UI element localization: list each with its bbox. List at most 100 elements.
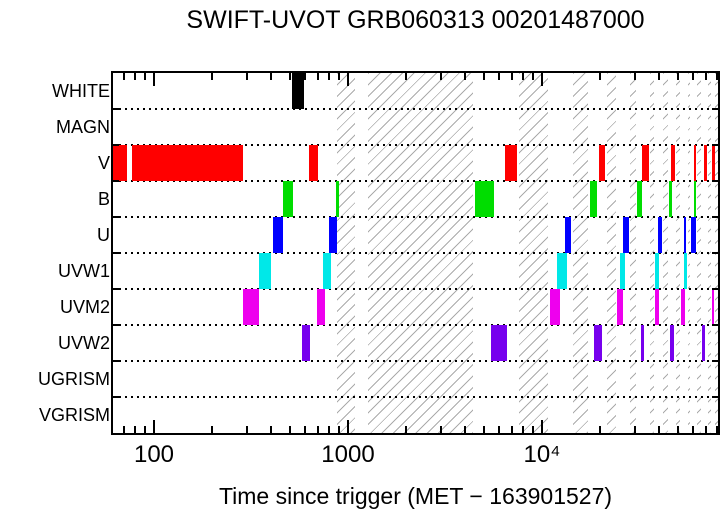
exposure-bar-v — [113, 145, 128, 181]
exposure-bar-uvw1 — [259, 253, 271, 289]
x-tick — [211, 73, 214, 80]
y-edge-tick — [113, 180, 119, 182]
y-edge-tick — [113, 216, 119, 218]
exposure-bar-u — [684, 217, 686, 253]
exposure-bar-uvm2 — [681, 289, 685, 325]
exposure-bar-b — [475, 181, 494, 217]
exposure-bar-uvw2 — [640, 325, 644, 361]
x-tick — [676, 73, 679, 80]
x-tick — [245, 426, 248, 433]
x-tick — [405, 73, 408, 80]
x-tick — [599, 426, 602, 433]
x-tick — [134, 73, 137, 80]
x-tick — [692, 426, 694, 433]
x-tick — [303, 73, 306, 80]
x-tick — [347, 73, 349, 86]
exposure-bar-v — [704, 145, 707, 181]
x-tick-label: 100 — [133, 441, 175, 468]
y-edge-tick — [712, 216, 718, 218]
exposure-bar-v — [309, 145, 318, 181]
exposure-bar-uvm2 — [655, 289, 659, 325]
row-separator-line — [113, 360, 718, 362]
x-tick — [269, 73, 272, 80]
y-edge-tick — [113, 360, 119, 362]
row-separator-line — [113, 252, 718, 254]
x-tick — [510, 73, 513, 80]
x-axis-label: Time since trigger (MET − 163901527) — [218, 483, 613, 509]
row-separator-line — [113, 180, 718, 182]
exposure-bar-v — [670, 145, 675, 181]
exposure-bar-uvm2 — [617, 289, 624, 325]
x-tick — [338, 426, 341, 433]
exposure-bar-uvw1 — [322, 253, 331, 289]
y-edge-tick — [113, 288, 119, 290]
y-edge-tick — [113, 144, 119, 146]
y-edge-tick — [113, 252, 119, 254]
x-tick — [153, 73, 155, 86]
x-tick — [269, 426, 272, 433]
x-tick — [153, 420, 155, 433]
y-edge-tick — [113, 324, 119, 326]
exposure-bar-uvw1 — [655, 253, 659, 289]
exposure-bar-uvw2 — [301, 325, 310, 361]
row-separator-line — [113, 144, 718, 146]
y-edge-tick — [712, 288, 718, 290]
x-tick — [316, 426, 319, 433]
exposure-bar-u — [329, 217, 337, 253]
x-tick — [541, 73, 543, 86]
x-tick — [144, 73, 147, 80]
x-tick — [347, 420, 349, 433]
row-separator-line — [113, 216, 718, 218]
row-separator-line — [113, 288, 718, 290]
exposure-bar-uvw1 — [556, 253, 567, 289]
y-edge-tick — [113, 108, 119, 110]
exposure-bar-v — [504, 145, 517, 181]
x-tick — [134, 426, 137, 433]
row-separator-line — [113, 396, 718, 398]
row-label-u: U — [97, 225, 110, 245]
x-tick — [463, 73, 466, 80]
y-edge-tick — [712, 324, 718, 326]
row-label-white: WHITE — [52, 81, 110, 101]
x-tick-label: 10⁴ — [523, 441, 561, 468]
x-tick — [439, 426, 442, 433]
row-label-ugrism: UGRISM — [38, 369, 110, 389]
x-tick — [405, 426, 408, 433]
exposure-bar-u — [623, 217, 629, 253]
y-edge-tick — [712, 108, 718, 110]
exposure-bar-u — [658, 217, 663, 253]
x-tick — [211, 426, 214, 433]
y-edge-tick — [113, 396, 119, 398]
x-tick-label: 1000 — [321, 441, 375, 468]
exposure-bar-b — [669, 181, 672, 217]
x-tick — [316, 73, 319, 80]
exposure-bar-b — [590, 181, 598, 217]
x-tick — [497, 426, 500, 433]
x-tick — [144, 426, 147, 433]
x-tick — [338, 73, 341, 80]
exposure-bar-uvw2 — [670, 325, 674, 361]
x-tick — [532, 426, 535, 433]
x-tick — [705, 73, 707, 80]
exposure-bar-b — [694, 181, 697, 217]
row-separator-line — [113, 108, 718, 110]
x-tick — [463, 426, 466, 433]
x-tick — [303, 426, 306, 433]
x-tick — [288, 73, 291, 80]
exposure-bar-u — [272, 217, 283, 253]
plot-area — [111, 71, 720, 435]
exposure-bar-b — [282, 181, 293, 217]
exposure-bar-v — [599, 145, 605, 181]
x-tick — [522, 426, 525, 433]
x-tick — [633, 426, 636, 433]
exposure-bar-u — [565, 217, 571, 253]
exposure-bar-b — [336, 181, 340, 217]
exposure-bar-uvw2 — [491, 325, 507, 361]
row-label-magn: MAGN — [56, 117, 110, 137]
x-tick — [288, 426, 291, 433]
exposure-bar-v — [694, 145, 697, 181]
exposure-bar-b — [637, 181, 642, 217]
y-edge-tick — [712, 144, 718, 146]
exposure-bar-uvm2 — [243, 289, 259, 325]
